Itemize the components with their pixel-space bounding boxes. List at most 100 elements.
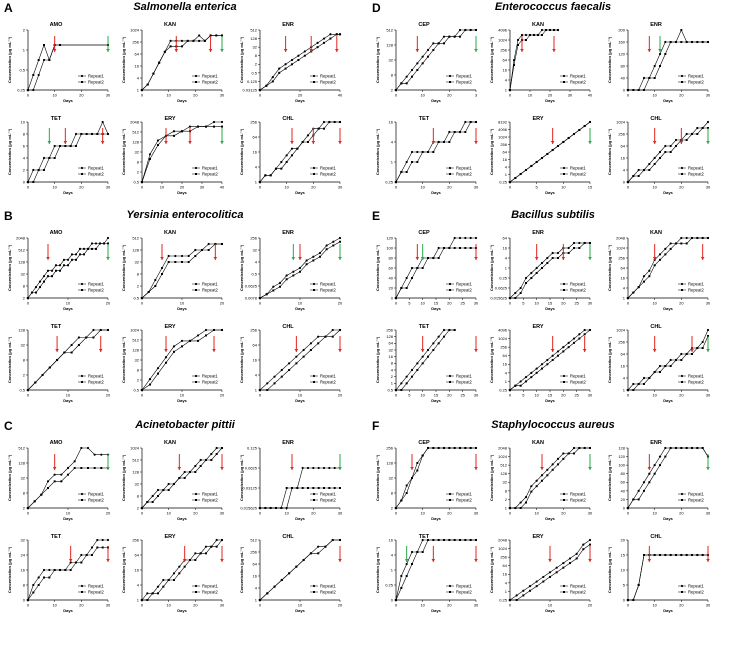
- y-tick-label: 16: [503, 362, 508, 367]
- data-point-repeat2: [27, 297, 29, 299]
- data-point-repeat2: [301, 487, 304, 489]
- data-point-repeat1: [54, 264, 58, 267]
- data-point-repeat1: [512, 58, 516, 62]
- data-point-repeat1: [328, 466, 331, 470]
- data-point-repeat1: [416, 362, 419, 365]
- series-line-repeat2: [260, 487, 340, 509]
- data-point-repeat2: [627, 389, 629, 391]
- data-point-repeat2: [669, 151, 672, 153]
- subplot-title: AMO: [50, 230, 64, 236]
- arrow-red: [588, 546, 592, 562]
- x-axis-label: Days: [295, 98, 305, 103]
- x-tick-label: 30: [474, 393, 479, 398]
- data-point-repeat2: [323, 41, 325, 44]
- series-line-repeat1: [141, 447, 222, 509]
- data-point-repeat2: [421, 454, 424, 457]
- data-point-repeat1: [156, 488, 160, 492]
- y-tick-label: 8: [23, 582, 26, 587]
- y-tick-label: 16: [135, 63, 140, 68]
- data-point-repeat2: [312, 487, 315, 489]
- y-tick-label: 64: [503, 235, 508, 240]
- arrow-green: [474, 36, 478, 52]
- arrow-red: [690, 336, 694, 352]
- data-point-repeat2: [107, 133, 109, 135]
- subplot-title: KAN: [532, 22, 544, 28]
- data-point-repeat1: [53, 144, 56, 148]
- data-point-repeat1: [156, 367, 160, 370]
- arrow-red: [212, 336, 216, 352]
- y-tick-label: 0.25: [17, 87, 26, 92]
- series-line-repeat2: [628, 41, 708, 91]
- data-point-repeat1: [535, 479, 538, 482]
- data-point-repeat2: [545, 29, 547, 31]
- legend-label: Repeat1: [688, 373, 705, 378]
- data-point-repeat1: [32, 88, 35, 92]
- data-point-repeat2: [288, 369, 291, 371]
- y-tick-label: 64: [135, 552, 140, 557]
- x-tick-label: 0: [627, 301, 630, 306]
- data-point-repeat2: [578, 447, 581, 449]
- y-tick-label: 100: [618, 463, 625, 468]
- data-point-repeat2: [149, 157, 151, 160]
- y-axis-label: Concentration (μg mL⁻¹): [607, 546, 612, 593]
- data-point-repeat1: [637, 489, 640, 492]
- x-axis-label: Days: [177, 190, 187, 195]
- x-tick-label: 0: [395, 185, 398, 190]
- subplot-title: TET: [419, 534, 430, 540]
- y-tick-label: 16: [621, 155, 626, 160]
- series-line-repeat2: [510, 447, 590, 509]
- y-tick-label: 16: [389, 119, 394, 124]
- data-point-repeat2: [519, 507, 522, 509]
- y-tick-label: 0.015625: [240, 505, 257, 510]
- data-point-repeat2: [395, 297, 397, 299]
- data-point-repeat1: [421, 355, 424, 358]
- data-point-repeat2: [280, 375, 283, 378]
- x-tick-label: 0: [141, 185, 144, 190]
- data-point-repeat1: [284, 63, 287, 66]
- data-point-repeat1: [172, 572, 176, 575]
- data-point-repeat2: [48, 59, 51, 61]
- y-tick-label: 0.25: [385, 179, 394, 184]
- data-point-repeat2: [648, 169, 651, 171]
- data-point-repeat1: [73, 460, 76, 463]
- y-tick-label: 1: [391, 381, 394, 386]
- data-point-repeat2: [101, 546, 104, 549]
- subplot-title: CEP: [418, 22, 430, 28]
- series-line-repeat2: [27, 547, 108, 601]
- arrow-red: [52, 454, 57, 470]
- data-point-repeat1: [332, 240, 335, 243]
- series-line-repeat2: [259, 34, 340, 91]
- data-point-repeat2: [405, 575, 408, 577]
- y-tick-label: 0.25: [499, 179, 508, 184]
- data-point-repeat2: [551, 468, 554, 471]
- y-tick-label: 16: [389, 354, 394, 359]
- data-point-repeat2: [653, 472, 656, 475]
- data-point-repeat2: [37, 169, 40, 171]
- data-point-repeat2: [51, 275, 53, 278]
- data-point-repeat2: [632, 389, 635, 391]
- x-tick-label: 20: [220, 393, 225, 398]
- x-tick-label: 0: [395, 393, 398, 398]
- x-axis-label: Days: [545, 516, 555, 521]
- data-point-repeat1: [524, 495, 528, 499]
- data-point-repeat2: [525, 39, 527, 41]
- legend-label: Repeat2: [88, 589, 105, 594]
- data-point-repeat2: [273, 382, 276, 385]
- arrow-red: [415, 36, 420, 52]
- y-tick-label: 1024: [616, 327, 626, 332]
- data-point-repeat2: [529, 34, 531, 36]
- x-tick-label: 20: [338, 301, 343, 306]
- legend-label: Repeat2: [688, 497, 705, 502]
- x-tick-label: 15: [548, 301, 553, 306]
- x-tick-label: 10: [652, 511, 657, 516]
- data-point-repeat1: [706, 328, 710, 332]
- y-tick-label: 0.25: [499, 275, 508, 280]
- data-point-repeat1: [167, 482, 170, 486]
- data-point-repeat1: [680, 28, 683, 32]
- legend-marker: [680, 166, 684, 170]
- data-point-repeat1: [329, 33, 332, 36]
